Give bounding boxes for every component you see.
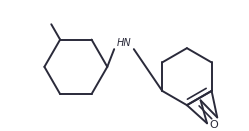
Text: HN: HN [117,38,131,48]
Text: O: O [209,120,218,130]
